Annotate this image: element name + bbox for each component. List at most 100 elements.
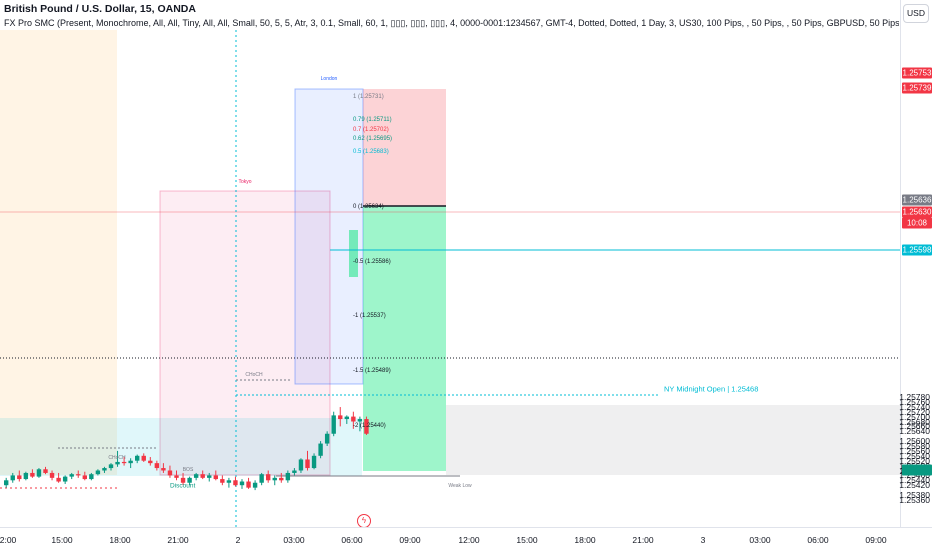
price-tag <box>902 464 932 476</box>
candle-body <box>180 477 186 483</box>
chart-pane[interactable]: British Pound / U.S. Dollar, 15, OANDA F… <box>0 0 900 527</box>
price-tick-label: 1.25640 <box>899 426 930 437</box>
candle-body <box>108 464 114 469</box>
candle <box>115 450 120 467</box>
time-tick-label: 21:00 <box>167 535 189 545</box>
time-axis[interactable]: 2:00 15:00 18:00 21:00 2 03:00 06:00 09:00 12:00… <box>0 527 932 551</box>
price-tick-label: 1.25700 <box>899 411 930 422</box>
time-tick-label: 15:00 <box>516 535 538 545</box>
price-tick-label: 1.25580 <box>899 441 930 451</box>
candle <box>298 458 304 473</box>
candle-body <box>128 460 133 464</box>
price-tick-label: 1.25420 <box>899 480 930 491</box>
candle-body <box>89 474 94 480</box>
time-tick-label: 09:00 <box>865 535 887 545</box>
candle-body <box>318 443 323 456</box>
candle <box>49 470 55 481</box>
fib-label: -1 (1.25537) <box>353 313 386 319</box>
candle-body <box>141 455 146 461</box>
fib-label: 1 (1.25731) <box>353 94 384 100</box>
time-tick-label: 03:00 <box>749 535 771 545</box>
candle-body <box>351 416 356 422</box>
price-axis[interactable]: 1.25780 1.25760 1.25740 1.25720 1.25700 1.256… <box>899 0 932 527</box>
candle-body <box>193 474 199 478</box>
candle <box>148 457 153 466</box>
price-tag: 1.25753 <box>902 67 932 79</box>
candle <box>36 468 42 478</box>
candle-body <box>115 461 120 465</box>
flash-icon[interactable]: ϟ <box>357 514 371 527</box>
candle <box>62 475 68 484</box>
candle-body <box>10 475 15 481</box>
fib-label: 0.62 (1.25695) <box>353 136 393 142</box>
candle-body <box>233 480 238 486</box>
price-tick-label: 1.25380 <box>899 490 930 500</box>
fib-label: -2 (1.25440) <box>353 423 386 429</box>
candle <box>200 470 205 480</box>
candle <box>226 477 232 488</box>
fvg-box <box>349 230 358 277</box>
candle <box>357 416 363 432</box>
price-tick-label: 1.25600 <box>899 436 930 447</box>
candle-body <box>357 419 363 422</box>
candle <box>108 463 114 471</box>
candle <box>311 453 317 470</box>
time-tick-label: 2 <box>235 535 241 545</box>
candle-body <box>161 468 166 471</box>
time-tick-label: 15:00 <box>51 535 73 545</box>
candle-body <box>338 415 343 420</box>
price-tick-label: 1.25720 <box>899 406 930 417</box>
candle-body <box>266 474 271 481</box>
candle-body <box>272 477 277 481</box>
candle <box>239 479 245 489</box>
fib-label: 0.79 (1.25711) <box>353 117 392 123</box>
candle <box>17 470 22 482</box>
candle-body <box>252 482 258 488</box>
candle <box>266 470 271 483</box>
time-tick-label: 3 <box>700 535 706 545</box>
price-tick-label: 1.25740 <box>899 401 930 412</box>
fib-label: -0.5 (1.25586) <box>353 259 391 265</box>
indicator-settings[interactable]: FX Pro SMC (Present, Monochrome, All, Al… <box>4 18 899 28</box>
candle-body <box>36 469 42 477</box>
price-tick-label: 1.25540 <box>899 450 930 461</box>
candle-body <box>220 479 225 483</box>
candle-body <box>49 472 55 478</box>
candle <box>23 471 29 481</box>
price-tick-label: 1.25360 <box>899 494 930 505</box>
candle <box>213 470 218 481</box>
fib-label: 0 (1.25634) <box>353 204 384 210</box>
candle <box>95 469 101 476</box>
tokyo-session-label: Tokyo <box>238 179 252 185</box>
price-tag: 1.25739 <box>902 82 932 94</box>
candle <box>30 469 35 478</box>
currency-button[interactable]: USD <box>903 4 929 23</box>
candle-body <box>298 459 304 471</box>
candle <box>82 471 87 481</box>
tokyo-session-box <box>159 190 331 476</box>
candle <box>161 463 166 473</box>
candle-body <box>121 461 127 464</box>
time-tick-label: 06:00 <box>341 535 363 545</box>
price-tick-label: 1.25680 <box>899 416 930 427</box>
candle-body <box>331 415 336 434</box>
candle <box>10 472 15 483</box>
candle <box>324 431 330 446</box>
candle <box>56 472 61 483</box>
candle-body <box>4 480 9 486</box>
candle-body <box>43 469 48 473</box>
candle-body <box>259 474 264 483</box>
chart-legend: British Pound / U.S. Dollar, 15, OANDA F… <box>4 2 899 30</box>
price-tick-label: 1.25660 <box>899 421 930 432</box>
newyork-session-box <box>0 30 117 475</box>
price-tick-label: 1.25440 <box>899 475 930 486</box>
candle-body <box>148 460 153 464</box>
weak-low-label: Weak Low <box>448 483 472 489</box>
candle <box>167 465 173 478</box>
candle <box>279 472 284 483</box>
symbol-title[interactable]: British Pound / U.S. Dollar, 15, OANDA <box>4 3 196 15</box>
candle-body <box>324 433 330 444</box>
bos-label: BOS <box>182 467 194 473</box>
candle <box>338 407 343 427</box>
candle-body <box>187 477 192 483</box>
